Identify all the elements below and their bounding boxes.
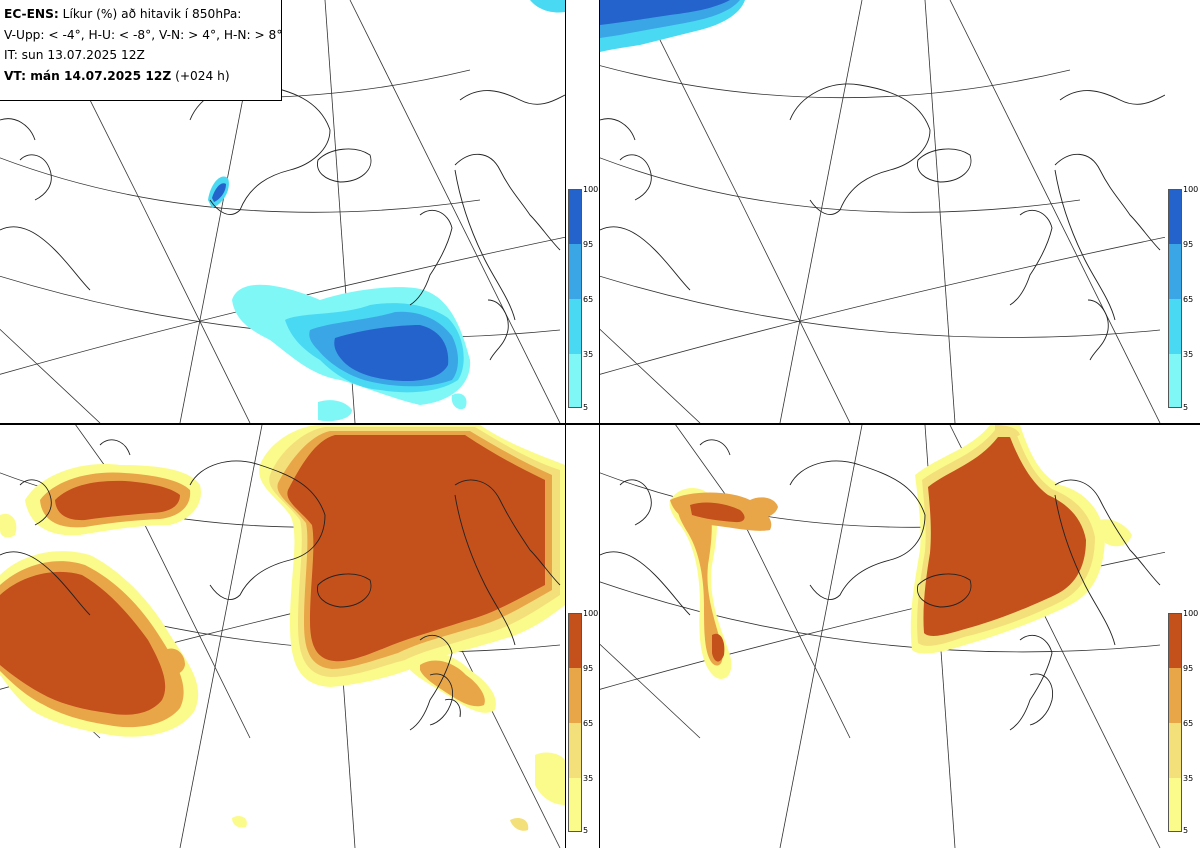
panel-divider-horizontal: [0, 423, 1200, 425]
colorbar-segment: [568, 668, 582, 723]
coastlines: [0, 439, 561, 731]
colorbar-frame: [568, 613, 582, 832]
panel-divider-vertical-right: [599, 0, 600, 848]
thresholds-text: V-Upp: < -4°, H-U: < -8°, V-N: > 4°, H-N…: [4, 27, 283, 42]
colorbar-segment: [1168, 244, 1182, 299]
colorbar-bottom-left: 100 95 65 35 5: [568, 609, 599, 835]
lead-time-text: (+024 h): [175, 68, 230, 83]
warm-probability-field: [669, 425, 1132, 679]
colorbar-top-right: 100 95 65 35 5: [1168, 185, 1199, 412]
colorbar-segment: [568, 244, 582, 299]
title-line: EC-ENS: Líkur (%) að hitavik í 850hPa:: [4, 4, 277, 25]
colorbar-segment: [1168, 778, 1182, 832]
colorbar-top-left: 100 95 65 35 5: [568, 185, 599, 412]
colorbar-bottom-right: 100 95 65 35 5: [1168, 609, 1199, 835]
colorbar-tick: 65: [1183, 719, 1194, 728]
colorbar-tick: 100: [1183, 609, 1199, 618]
map-panel-bottom-right: [600, 425, 1165, 848]
colorbar-tick: 5: [1183, 826, 1189, 835]
coastlines: [600, 439, 1161, 731]
colorbar-tick: 35: [1183, 774, 1194, 783]
colorbar-segment: [1168, 723, 1182, 778]
colorbar-tick: 5: [583, 826, 589, 835]
colorbar-segment: [568, 613, 582, 668]
colorbar-tick: 35: [1183, 350, 1194, 359]
warm-probability-field: [0, 425, 565, 831]
colorbar-tick: 95: [1183, 664, 1194, 673]
colorbar-tick: 65: [1183, 295, 1194, 304]
coastlines: [0, 83, 565, 361]
title-text: Líkur (%) að hitavik í 850hPa:: [62, 7, 242, 21]
colorbar-segment: [1168, 668, 1182, 723]
colorbar-tick: 100: [583, 185, 599, 194]
colorbar-tick: 95: [583, 664, 594, 673]
valid-time-line: VT: mán 14.07.2025 12Z (+024 h): [4, 66, 277, 87]
colorbar-segment: [1168, 354, 1182, 408]
map-svg-bottom-right: [600, 425, 1165, 848]
colorbar-tick: 35: [583, 350, 594, 359]
cold-probability-field: [208, 0, 565, 422]
colorbar-tick: 35: [583, 774, 594, 783]
colorbar-segment: [568, 354, 582, 408]
forecast-info-box: EC-ENS: Líkur (%) að hitavik í 850hPa: V…: [0, 0, 282, 101]
colorbar-tick: 95: [583, 240, 594, 249]
graticule: [600, 0, 1165, 423]
colorbar-tick: 65: [583, 295, 594, 304]
colorbar-tick: 100: [1183, 185, 1199, 194]
colorbar-frame: [568, 189, 582, 408]
colorbar-segment: [568, 299, 582, 354]
colorbar-tick: 100: [583, 609, 599, 618]
initial-time-text: IT: sun 13.07.2025 12Z: [4, 48, 145, 62]
colorbar-tick: 95: [1183, 240, 1194, 249]
colorbar-segment: [1168, 189, 1182, 244]
colorbar-segment: [568, 723, 582, 778]
colorbar-segment: [568, 189, 582, 244]
map-panel-top-right: [600, 0, 1165, 423]
map-svg-top-right: [600, 0, 1165, 423]
map-svg-bottom-left: [0, 425, 565, 848]
colorbar-tick: 5: [1183, 403, 1189, 412]
valid-time-text: VT: mán 14.07.2025 12Z: [4, 68, 172, 83]
cold-probability-field: [600, 0, 745, 52]
colorbar-tick: 65: [583, 719, 594, 728]
panel-divider-vertical-left: [565, 0, 566, 848]
colorbar-segment: [1168, 613, 1182, 668]
colorbar-tick: 5: [583, 403, 589, 412]
coastlines: [600, 83, 1165, 361]
colorbar-frame: [1168, 613, 1182, 832]
map-svg-top-left: [0, 0, 565, 423]
colorbar-segment: [568, 778, 582, 832]
colorbar-frame: [1168, 189, 1182, 408]
graticule: [600, 425, 1165, 848]
map-panel-bottom-left: [0, 425, 565, 848]
colorbar-segment: [1168, 299, 1182, 354]
model-name: EC-ENS:: [4, 7, 59, 21]
